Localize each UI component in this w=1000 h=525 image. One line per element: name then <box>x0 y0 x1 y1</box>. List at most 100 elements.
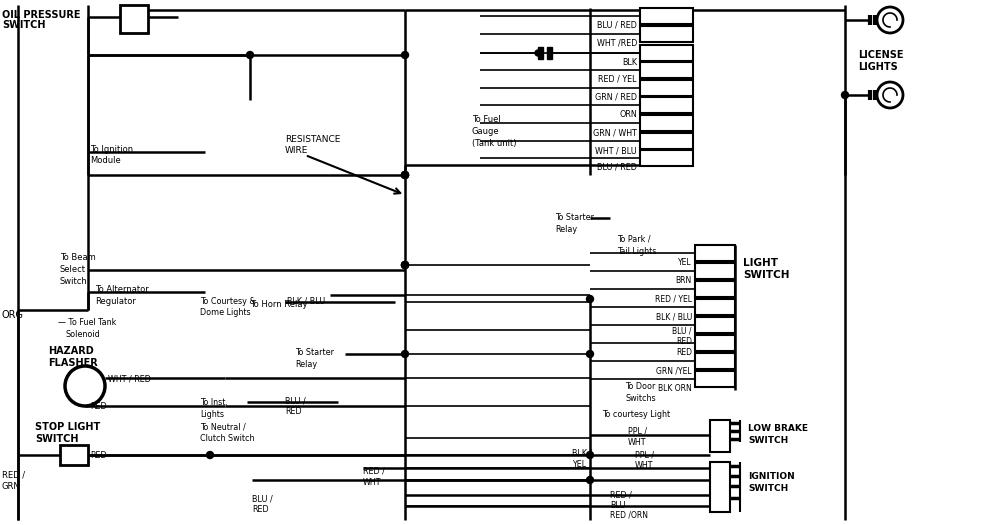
Text: Module: Module <box>90 156 121 165</box>
Text: To Ignition: To Ignition <box>90 145 133 154</box>
Text: BLU /: BLU / <box>672 327 692 336</box>
Text: BLK ORN: BLK ORN <box>658 384 692 393</box>
Text: RED /: RED / <box>610 490 632 499</box>
Text: RED /: RED / <box>363 467 385 476</box>
Text: To Alternator: To Alternator <box>95 285 149 294</box>
Bar <box>547 47 552 59</box>
Text: WHT / BLU: WHT / BLU <box>595 146 637 155</box>
Bar <box>695 371 735 387</box>
Text: WHT: WHT <box>635 461 654 470</box>
Text: BRN: BRN <box>676 276 692 285</box>
Bar <box>695 317 735 333</box>
Text: ORN: ORN <box>619 110 637 119</box>
Bar <box>710 420 730 452</box>
Text: To Horn Relay: To Horn Relay <box>250 300 308 309</box>
Circle shape <box>586 296 594 302</box>
Text: SWITCH: SWITCH <box>743 270 790 280</box>
Bar <box>695 245 735 261</box>
Text: BLU / RED: BLU / RED <box>597 21 637 30</box>
Text: YEL: YEL <box>572 460 586 469</box>
Bar <box>695 263 735 279</box>
Bar <box>640 97 693 113</box>
Circle shape <box>402 261 409 268</box>
Text: Switch: Switch <box>60 277 88 286</box>
Bar <box>640 133 693 149</box>
Text: WHT: WHT <box>628 438 646 447</box>
Text: GRN: GRN <box>2 482 21 491</box>
Bar <box>640 8 693 24</box>
Text: RED: RED <box>676 337 692 346</box>
Text: Clutch Switch: Clutch Switch <box>200 434 254 443</box>
Bar <box>640 62 693 78</box>
Bar <box>640 26 693 42</box>
Bar <box>640 150 693 166</box>
Text: To courtesy Light: To courtesy Light <box>602 410 670 419</box>
Circle shape <box>877 82 903 108</box>
Text: GRN / RED: GRN / RED <box>595 93 637 102</box>
Text: WHT / RED: WHT / RED <box>108 374 151 383</box>
Text: To Neutral /: To Neutral / <box>200 422 246 431</box>
Text: Lights: Lights <box>200 410 224 419</box>
Text: WIRE: WIRE <box>285 146 308 155</box>
Text: Select: Select <box>60 265 86 274</box>
Bar <box>695 353 735 369</box>
Text: To Inst.: To Inst. <box>200 398 228 407</box>
Text: LOW BRAKE: LOW BRAKE <box>748 424 808 433</box>
Text: GRN /YEL: GRN /YEL <box>656 366 692 375</box>
Text: BLK /: BLK / <box>572 448 592 457</box>
Text: BLK / BLU: BLK / BLU <box>656 312 692 321</box>
Text: Regulator: Regulator <box>95 297 136 306</box>
Text: BLK: BLK <box>622 58 637 67</box>
Text: OIL PRESSURE: OIL PRESSURE <box>2 10 80 20</box>
Text: LIGHTS: LIGHTS <box>858 62 898 72</box>
Circle shape <box>246 51 254 58</box>
Text: RED /ORN: RED /ORN <box>610 510 648 519</box>
Text: RED: RED <box>90 451 107 460</box>
Text: Relay: Relay <box>295 360 317 369</box>
Circle shape <box>402 172 409 179</box>
Bar <box>695 281 735 297</box>
Bar <box>640 45 693 61</box>
Text: PPL /: PPL / <box>635 450 654 459</box>
Text: Tail Lights: Tail Lights <box>617 247 656 256</box>
Bar <box>538 47 543 59</box>
Text: RED: RED <box>676 348 692 357</box>
Bar <box>695 299 735 315</box>
Circle shape <box>402 172 409 179</box>
Bar <box>695 335 735 351</box>
Text: PPL /: PPL / <box>628 427 647 436</box>
Text: BLK / BLU: BLK / BLU <box>287 297 325 306</box>
Bar <box>60 445 88 465</box>
Circle shape <box>402 261 409 268</box>
Text: WHT: WHT <box>363 478 382 487</box>
Bar <box>640 115 693 131</box>
Text: RED / YEL: RED / YEL <box>598 75 637 84</box>
Text: Switchs: Switchs <box>625 394 656 403</box>
Text: To Courtesy &: To Courtesy & <box>200 297 256 306</box>
Text: RED: RED <box>252 505 269 514</box>
Text: SWITCH: SWITCH <box>2 20 46 30</box>
Text: RED /: RED / <box>2 470 25 479</box>
Circle shape <box>402 172 409 179</box>
Text: BLU /: BLU / <box>285 396 306 405</box>
Text: To Starter: To Starter <box>295 348 334 357</box>
Text: BLU: BLU <box>610 501 626 510</box>
Text: SWITCH: SWITCH <box>748 436 788 445</box>
Text: To Fuel: To Fuel <box>472 115 501 124</box>
Text: LICENSE: LICENSE <box>858 50 904 60</box>
Text: To Beam: To Beam <box>60 253 96 262</box>
Text: STOP LIGHT: STOP LIGHT <box>35 422 100 432</box>
Circle shape <box>402 51 409 58</box>
Text: — To Fuel Tank: — To Fuel Tank <box>58 318 116 327</box>
Text: HAZARD: HAZARD <box>48 346 94 356</box>
Circle shape <box>586 452 594 458</box>
Text: To Door: To Door <box>625 382 655 391</box>
Text: IGNITION: IGNITION <box>748 472 795 481</box>
Text: FLASHER: FLASHER <box>48 358 98 368</box>
Circle shape <box>842 91 848 99</box>
Text: Relay: Relay <box>555 225 577 234</box>
Text: ORG: ORG <box>2 310 24 320</box>
Text: LIGHT: LIGHT <box>743 258 778 268</box>
Circle shape <box>402 351 409 358</box>
Text: WHT /RED: WHT /RED <box>597 39 637 48</box>
